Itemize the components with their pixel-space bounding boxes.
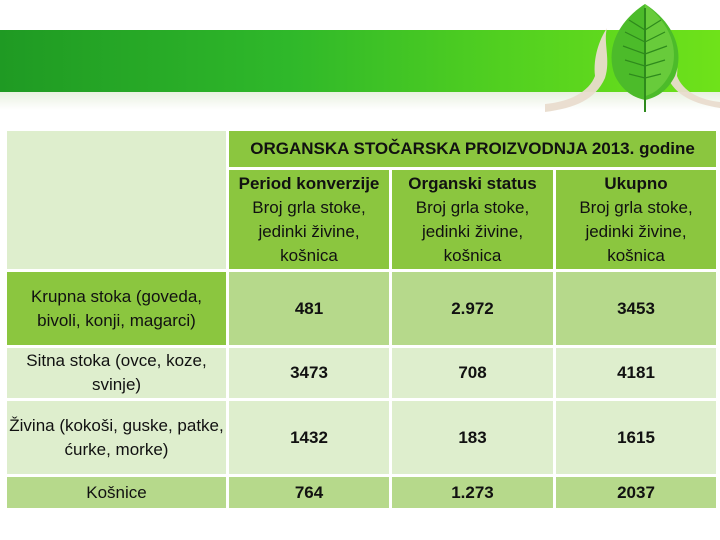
column-subheading: Broj grla stoke, jedinki živine, košnica [252,197,366,265]
table-cell: 4181 [552,345,720,401]
table-cell: 764 [226,474,392,511]
table-cell: 2037 [552,474,720,511]
corner-cell [4,128,229,272]
table-cell: 1.273 [389,474,556,511]
column-heading: Organski status [408,173,537,193]
row-label: Krupna stoka (goveda, bivoli, konji, mag… [4,269,229,348]
table-row: Živina (kokoši, guske, patke, ćurke, mor… [4,398,720,477]
table-cell: 3473 [226,345,392,401]
row-label: Živina (kokoši, guske, patke, ćurke, mor… [4,398,229,477]
banner-shadow [0,92,720,110]
table-row: Košnice 764 1.273 2037 [4,474,720,511]
row-label: Sitna stoka (ovce, koze, svinje) [4,345,229,401]
column-header: Ukupno Broj grla stoke, jedinki živine, … [552,167,720,272]
table-cell: 481 [226,269,392,348]
table-title: ORGANSKA STOČARSKA PROIZVODNJA 2013. god… [225,128,720,170]
table-cell: 1615 [552,398,720,477]
table-cell: 183 [389,398,556,477]
table-cell: 2.972 [389,269,556,348]
table-row: Krupna stoka (goveda, bivoli, konji, mag… [4,269,720,348]
column-heading: Period konverzije [238,173,380,193]
row-label: Košnice [4,474,229,511]
table-cell: 1432 [226,398,392,477]
column-header: Period konverzije Broj grla stoke, jedin… [226,167,392,272]
column-subheading: Broj grla stoke, jedinki živine, košnica [579,197,693,265]
table-row: Sitna stoka (ovce, koze, svinje) 3473 70… [4,345,720,401]
column-heading: Ukupno [604,173,668,193]
table-cell: 3453 [552,269,720,348]
table-cell: 708 [389,345,556,401]
column-header: Organski status Broj grla stoke, jedinki… [389,167,556,272]
column-subheading: Broj grla stoke, jedinki živine, košnica [415,197,530,265]
hands-leaf-logo [545,4,720,112]
livestock-table: ORGANSKA STOČARSKA PROIZVODNJA 2013. god… [4,128,720,511]
